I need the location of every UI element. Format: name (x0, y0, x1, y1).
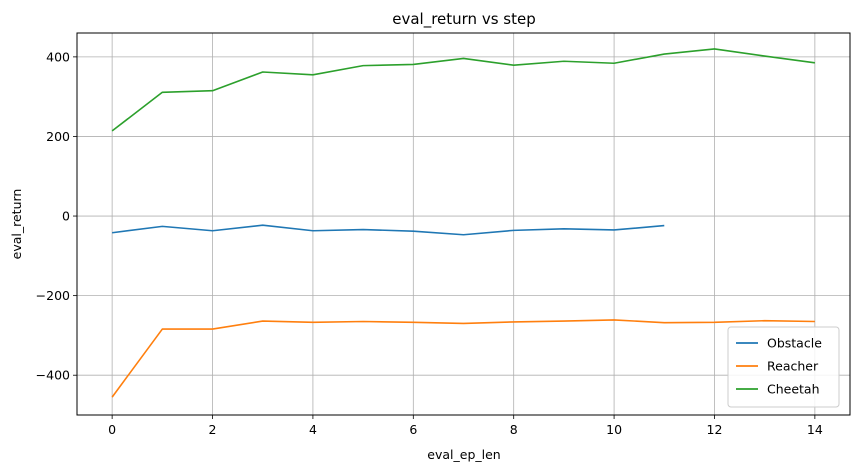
chart-title: eval_return vs step (392, 10, 536, 29)
x-tick-label: 2 (209, 422, 217, 437)
x-tick-label: 0 (108, 422, 116, 437)
legend-label-reacher: Reacher (767, 359, 819, 374)
axis-ticks: 0 2 4 6 8 10 12 14 −400 −200 0 200 400 (36, 49, 823, 437)
series-lines (111, 48, 815, 398)
x-tick-label: 6 (409, 422, 417, 437)
legend-label-obstacle: Obstacle (767, 336, 822, 351)
series-line-reacher (111, 319, 815, 398)
series-line-cheetah (111, 48, 815, 132)
y-tick-label: −400 (36, 368, 70, 383)
legend-box (727, 326, 840, 408)
legend-label-cheetah: Cheetah (767, 382, 820, 397)
y-tick-label: 400 (46, 49, 70, 64)
legend: Obstacle Reacher Cheetah (727, 326, 840, 408)
y-tick-label: −200 (36, 288, 70, 303)
x-tick-label: 10 (606, 422, 622, 437)
x-tick-label: 4 (309, 422, 317, 437)
grid (77, 33, 850, 415)
x-tick-label: 14 (807, 422, 823, 437)
y-tick-label: 200 (46, 129, 70, 144)
y-axis-label: eval_return (9, 189, 24, 260)
series-line-obstacle (112, 224, 665, 236)
x-tick-label: 12 (707, 422, 723, 437)
x-tick-label: 8 (510, 422, 518, 437)
plot-frame (76, 32, 851, 416)
y-tick-label: 0 (62, 209, 70, 224)
x-axis-label: eval_ep_len (427, 447, 500, 462)
